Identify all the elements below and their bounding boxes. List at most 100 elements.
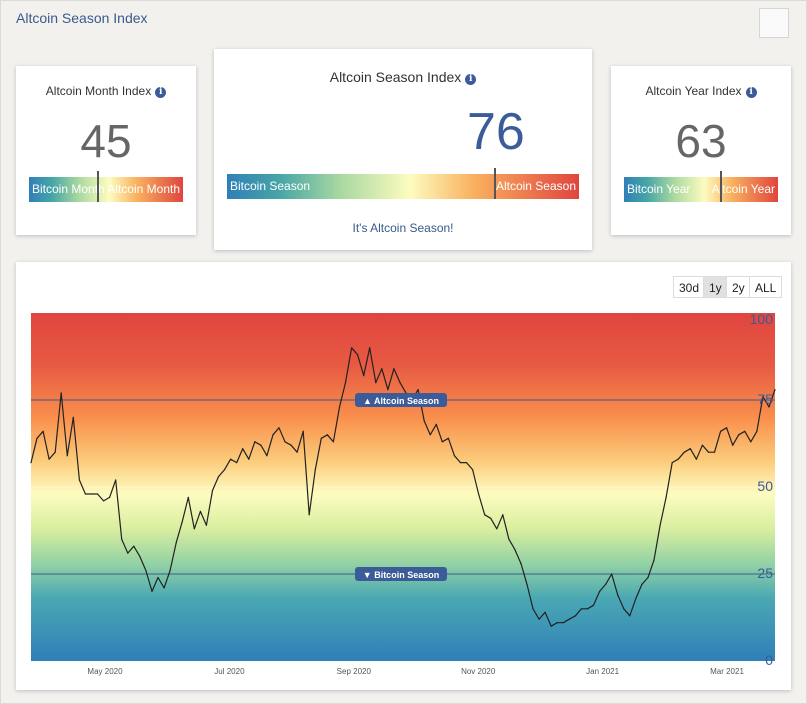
data-point	[332, 441, 334, 443]
data-point	[635, 597, 637, 599]
data-point	[586, 608, 589, 610]
data-point	[181, 521, 183, 523]
y-tick-label: 0	[765, 652, 773, 668]
data-point	[60, 392, 62, 394]
altcoin-season-label: Altcoin Season	[495, 179, 576, 193]
data-point	[296, 451, 298, 453]
data-point	[478, 493, 480, 495]
data-point	[568, 618, 570, 620]
range-button-all[interactable]: ALL	[749, 276, 783, 298]
info-icon[interactable]: i	[155, 87, 167, 98]
data-point	[671, 462, 673, 464]
data-point	[302, 430, 304, 432]
data-point	[375, 382, 377, 384]
data-point	[30, 462, 32, 464]
data-point	[157, 576, 159, 579]
data-point	[762, 395, 764, 398]
info-icon[interactable]: i	[745, 87, 757, 98]
plot-line-label-bg	[355, 567, 447, 581]
data-point	[732, 444, 734, 446]
data-point	[556, 622, 558, 624]
data-point	[266, 455, 268, 457]
x-tick-label: Mar 2021	[710, 667, 744, 676]
data-point	[435, 423, 437, 425]
data-point	[580, 608, 583, 610]
page-title: Altcoin Season Index	[16, 10, 148, 26]
data-point	[701, 444, 704, 446]
altcoin-month-label: Altcoin Month	[107, 182, 180, 196]
data-point	[248, 458, 250, 460]
data-point	[484, 514, 486, 516]
data-point	[326, 434, 328, 436]
data-point	[236, 462, 238, 464]
x-tick-label: Jul 2020	[214, 667, 245, 676]
data-point	[756, 430, 758, 432]
data-point	[423, 420, 425, 422]
data-point	[242, 448, 244, 450]
data-point	[133, 545, 135, 547]
data-point	[48, 458, 50, 460]
data-point	[508, 538, 510, 540]
data-point	[169, 569, 171, 572]
info-icon[interactable]: i	[465, 74, 477, 85]
data-point	[314, 469, 316, 471]
month-index-value: 45	[80, 115, 132, 167]
season-marker	[493, 168, 496, 199]
data-point	[199, 510, 201, 512]
altcoin-season-chart: ▲ Altcoin Season ▼ Bitcoin Season 0 25 50 75…	[30, 311, 776, 676]
data-point	[344, 382, 347, 384]
data-point	[707, 451, 710, 453]
plot-line-label: ▼ Bitcoin Season	[355, 567, 447, 581]
data-point	[514, 549, 516, 551]
data-point	[750, 441, 752, 443]
data-point	[592, 604, 595, 606]
y-tick-label: 75	[757, 391, 773, 407]
data-point	[526, 583, 528, 585]
data-point	[447, 437, 449, 439]
y-tick-label: 25	[757, 565, 773, 581]
y-tick-label: 100	[750, 311, 774, 327]
data-point	[689, 448, 691, 450]
bitcoin-year-label: Bitcoin Year	[627, 182, 691, 196]
data-point	[617, 594, 619, 596]
range-button-1y[interactable]: 1y	[703, 276, 728, 298]
data-point	[127, 552, 129, 554]
plot-line-label: ▲ Altcoin Season	[355, 393, 447, 407]
data-point	[36, 437, 38, 439]
data-point	[224, 469, 226, 471]
data-point	[496, 528, 498, 530]
range-button-2y[interactable]: 2y	[726, 276, 751, 298]
data-point	[96, 493, 99, 495]
data-point	[230, 458, 232, 460]
data-point	[538, 618, 540, 620]
x-tick-label: Jan 2021	[586, 667, 619, 676]
month-gradient-bar: Bitcoin Month Altcoin Month	[29, 171, 183, 202]
data-point	[84, 493, 86, 495]
data-point	[472, 469, 474, 471]
menu-button[interactable]	[759, 8, 789, 38]
data-point	[459, 462, 462, 464]
altcoin-year-card: Altcoin Year Index i 63 Bitcoin Year Altc…	[611, 66, 791, 235]
altcoin-season-card: Altcoin Season Index i 76 Bitcoin Season …	[214, 49, 592, 250]
plot-line-label-text: ▼ Bitcoin Season	[363, 570, 439, 580]
plot-line-label-bg	[355, 393, 447, 407]
data-point	[320, 437, 322, 439]
y-tick-label: 50	[757, 478, 773, 494]
data-point	[381, 368, 383, 370]
data-point	[217, 476, 220, 478]
x-tick-label: Sep 2020	[337, 667, 372, 676]
data-point	[121, 538, 123, 540]
season-gradient-bar: Bitcoin Season Altcoin Season	[227, 168, 579, 199]
data-point	[713, 451, 716, 453]
data-point	[254, 441, 256, 443]
data-point	[695, 458, 698, 460]
data-point	[653, 559, 655, 561]
year-index-value: 63	[675, 115, 727, 167]
label-layer: ▲ Altcoin Season ▼ Bitcoin Season	[355, 393, 447, 581]
data-point	[151, 590, 153, 592]
data-point	[720, 430, 722, 432]
data-point	[520, 563, 522, 565]
series-layer	[30, 347, 776, 627]
data-point	[550, 625, 552, 627]
data-point	[187, 496, 189, 498]
